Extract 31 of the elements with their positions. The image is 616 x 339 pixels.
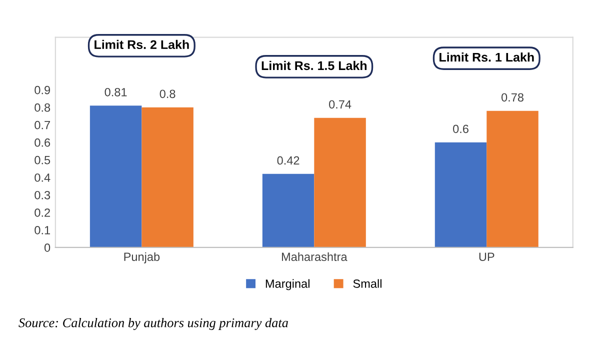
data-label: 0.81 xyxy=(104,88,127,96)
x-tick-label: Punjab xyxy=(124,252,160,264)
legend-label: Marginal xyxy=(266,279,310,290)
bar xyxy=(314,118,366,248)
y-tick-label: 0.1 xyxy=(34,226,50,234)
data-label: 0.78 xyxy=(501,93,524,102)
data-label: 0.8 xyxy=(160,90,176,98)
y-tick-label: 0.8 xyxy=(34,103,50,112)
y-tick-label: 0.6 xyxy=(34,138,50,147)
annotation: Limit Rs. 1 Lakh xyxy=(440,52,534,62)
bar xyxy=(262,174,314,248)
y-tick-label: 0.2 xyxy=(34,208,50,217)
y-tick-label: 0.9 xyxy=(34,86,50,94)
bar xyxy=(90,106,142,248)
annotation: Limit Rs. 1.5 Lakh xyxy=(262,60,367,70)
bar xyxy=(142,107,194,248)
y-tick-label: 0.4 xyxy=(34,173,50,182)
bar xyxy=(434,142,487,248)
y-tick-label: 0.5 xyxy=(34,156,50,164)
data-label: 0.6 xyxy=(453,124,468,134)
data-label: 0.42 xyxy=(277,156,300,165)
data-label: 0.74 xyxy=(329,100,352,109)
annotation: Limit Rs. 2 Lakh xyxy=(94,40,189,50)
y-tick-label: 0 xyxy=(44,244,50,252)
y-tick-label: 0.7 xyxy=(34,120,50,130)
x-tick-label: UP xyxy=(479,252,494,262)
source-note: Source: Calculation by authors using primary data xyxy=(18,318,288,330)
x-tick-label: Maharashtra xyxy=(282,252,348,262)
y-tick-label: 0.3 xyxy=(34,190,50,200)
legend-label: Small xyxy=(353,279,382,288)
bar xyxy=(486,110,538,248)
